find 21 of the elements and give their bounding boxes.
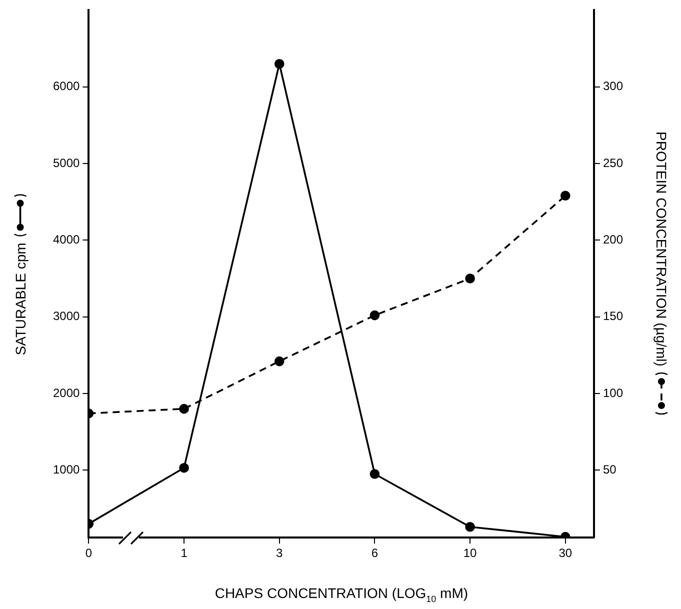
y-tick-label: 6000	[52, 79, 80, 94]
y2-tick-label: 150	[602, 309, 624, 324]
y2-tick-label: 250	[602, 156, 624, 170]
y2-tick-label: 100	[602, 386, 624, 400]
y2-tick-label: 50	[602, 462, 617, 476]
y-tick-label: 5000	[52, 156, 80, 170]
x-tick-label: 0	[85, 546, 92, 560]
x-tick-label: 30	[558, 546, 572, 560]
x-tick-label: 1	[180, 546, 188, 560]
y2-axis-title: PROTEIN CONCENTRATION (µg/ml)	[652, 131, 669, 366]
y2-tick-label: 300	[602, 79, 624, 94]
x-tick-label: 6	[371, 546, 378, 560]
y-tick-label: 3000	[52, 309, 80, 324]
y2-tick-label: 200	[602, 232, 624, 246]
y-tick-label: 1000	[52, 462, 80, 476]
y-tick-label: 4000	[52, 232, 80, 246]
y-axis-title: SATURABLE cpm	[12, 242, 28, 356]
x-axis-title: CHAPS CONCENTRATION (LOG$_{10}$ mM)	[214, 584, 468, 604]
x-tick-label: 10	[463, 546, 478, 560]
x-tick-label: 3	[276, 546, 284, 560]
y-tick-label: 2000	[52, 386, 80, 400]
